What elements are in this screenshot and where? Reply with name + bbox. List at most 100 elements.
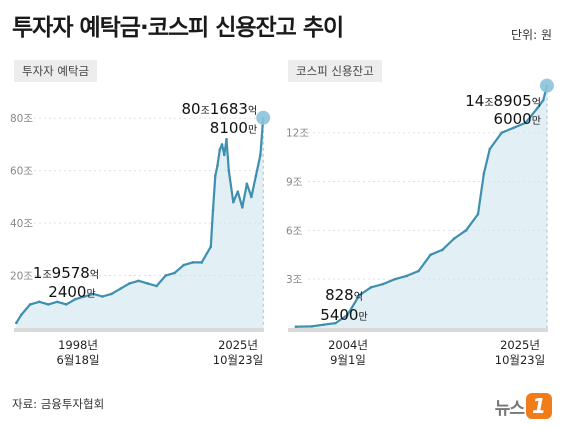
end-value-line1-1-part-2: 8905 bbox=[494, 92, 532, 110]
start-value-line2-0-part-0: 2400 bbox=[48, 283, 86, 301]
data-point-1-13 bbox=[452, 237, 456, 240]
baseline-band-1 bbox=[288, 328, 548, 332]
data-point-0-32 bbox=[236, 190, 240, 193]
end-value-line2-0-part-1: 만 bbox=[248, 124, 257, 136]
data-point-0-4 bbox=[46, 303, 50, 306]
end-value-line1-0-part-3: 억 bbox=[248, 105, 257, 117]
data-point-0-22 bbox=[209, 245, 213, 249]
start-value-line2-0-part-1: 만 bbox=[86, 288, 95, 300]
start-value-line2-1: 5400만 bbox=[320, 306, 367, 324]
source-note: 자료: 금융투자협회 bbox=[12, 397, 105, 411]
start-value-line1-1-part-0: 828 bbox=[325, 286, 354, 304]
panel-tag-deposits: 투자자 예탁금 bbox=[14, 60, 98, 82]
start-value-line1-0-part-2: 9578 bbox=[52, 264, 90, 282]
logo-mark-icon: 1 bbox=[526, 393, 552, 419]
start-value-line1-0-part-0: 1 bbox=[33, 264, 43, 282]
data-point-1-2 bbox=[322, 323, 325, 327]
data-point-0-3 bbox=[37, 300, 41, 304]
end-value-line2-1: 6000만 bbox=[494, 110, 541, 128]
data-point-0-33 bbox=[241, 206, 244, 209]
data-point-0-30 bbox=[227, 169, 231, 172]
data-point-0-18 bbox=[173, 271, 176, 275]
data-point-0-35 bbox=[250, 195, 253, 199]
data-point-0-11 bbox=[110, 292, 113, 296]
data-point-0-29 bbox=[225, 137, 228, 141]
data-point-0-6 bbox=[65, 303, 68, 306]
series-line-1 bbox=[295, 85, 548, 328]
data-point-0-1 bbox=[19, 313, 23, 317]
start-date-label-0: 6월18일 bbox=[56, 353, 99, 367]
data-point-0-26 bbox=[218, 148, 222, 151]
data-point-0-17 bbox=[164, 274, 167, 277]
end-value-line2-1-part-1: 만 bbox=[532, 115, 541, 127]
y-tick-label-0-2: 60조 bbox=[10, 166, 33, 178]
start-value-line2-1-part-1: 만 bbox=[358, 311, 367, 323]
data-point-1-9 bbox=[405, 274, 409, 278]
news1-logo: 뉴스 1 bbox=[495, 393, 552, 419]
y-tick-label-0-0: 20조 bbox=[10, 271, 33, 283]
end-date-label-1: 10월23일 bbox=[495, 353, 545, 367]
data-point-1-14 bbox=[464, 229, 468, 232]
end-year-label-0: 2025년 bbox=[218, 338, 258, 352]
end-value-line1-0: 80조1683억 bbox=[182, 100, 258, 118]
start-value-line1-1: 828억 bbox=[325, 286, 363, 304]
data-point-0-16 bbox=[155, 284, 158, 288]
data-point-0-14 bbox=[137, 279, 140, 283]
data-point-1-19 bbox=[512, 126, 515, 130]
series-area-0 bbox=[16, 117, 264, 328]
data-point-1-22 bbox=[541, 98, 545, 102]
data-point-0-31 bbox=[232, 200, 235, 204]
end-value-line1-1: 14조8905억 bbox=[465, 92, 541, 110]
data-point-1-0 bbox=[294, 325, 298, 328]
start-value-line2-1-part-0: 5400 bbox=[320, 306, 358, 324]
end-value-line2-1-part-0: 6000 bbox=[494, 110, 532, 128]
end-value-line2-0: 8100만 bbox=[210, 119, 257, 137]
data-point-0-10 bbox=[101, 295, 104, 298]
data-point-1-20 bbox=[524, 121, 527, 125]
y-tick-label-0-1: 40조 bbox=[10, 218, 33, 230]
start-value-line1-0-part-3: 억 bbox=[90, 269, 99, 281]
data-point-1-16 bbox=[482, 172, 486, 175]
data-point-0-28 bbox=[222, 153, 226, 157]
logo-text: 뉴스 bbox=[494, 398, 525, 419]
data-point-0-36 bbox=[254, 174, 258, 178]
start-value-line1-0: 1조9578억 bbox=[33, 264, 99, 282]
y-tick-label-1-0: 3조 bbox=[286, 274, 303, 286]
end-marker-0 bbox=[256, 110, 271, 125]
y-tick-label-1-3: 12조 bbox=[286, 128, 309, 140]
data-point-1-15 bbox=[476, 212, 480, 216]
data-point-1-11 bbox=[429, 253, 432, 257]
start-value-line1-0-part-1: 조 bbox=[42, 270, 51, 281]
data-point-0-7 bbox=[74, 297, 77, 301]
data-point-1-21 bbox=[536, 106, 539, 110]
end-value-line1-1-part-0: 14 bbox=[465, 92, 484, 110]
data-point-1-12 bbox=[441, 248, 444, 252]
data-point-0-25 bbox=[216, 164, 219, 167]
end-year-label-1: 2025년 bbox=[500, 338, 540, 352]
data-point-1-7 bbox=[381, 282, 385, 286]
data-point-0-34 bbox=[245, 182, 249, 186]
end-marker-1 bbox=[539, 78, 554, 93]
data-point-0-27 bbox=[220, 143, 224, 146]
start-year-label-0: 1998년 bbox=[58, 338, 98, 352]
data-point-1-1 bbox=[310, 325, 314, 328]
y-tick-label-0-3: 80조 bbox=[10, 113, 33, 125]
data-point-1-18 bbox=[500, 131, 503, 134]
y-tick-label-1-1: 6조 bbox=[286, 225, 303, 237]
data-point-0-21 bbox=[200, 261, 204, 264]
data-point-0-20 bbox=[191, 261, 195, 264]
end-value-line2-0-part-0: 8100 bbox=[210, 119, 248, 137]
end-value-line1-0-part-0: 80 bbox=[182, 100, 201, 118]
data-point-1-4 bbox=[346, 313, 349, 317]
data-point-0-37 bbox=[259, 153, 262, 157]
data-point-0-2 bbox=[28, 303, 32, 306]
data-point-0-5 bbox=[56, 300, 59, 304]
data-point-0-15 bbox=[146, 282, 149, 285]
chart-title: 투자자 예탁금·코스피 신용잔고 추이 bbox=[12, 15, 344, 41]
data-point-0-9 bbox=[92, 292, 95, 296]
end-value-line1-0-part-2: 1683 bbox=[210, 100, 248, 118]
series-area-1 bbox=[296, 85, 547, 328]
data-point-1-17 bbox=[488, 147, 492, 151]
end-value-line1-1-part-1: 조 bbox=[484, 98, 493, 109]
